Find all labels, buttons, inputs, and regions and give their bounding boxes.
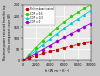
X-axis label: h (W m⁻² K⁻¹): h (W m⁻² K⁻¹) bbox=[45, 69, 69, 73]
Legend: Peltier deactivated, COP = 0.5, COP = 1/3, COP = 0: Peltier deactivated, COP = 0.5, COP = 1/… bbox=[24, 6, 55, 25]
Y-axis label: Maximum power extracted from the top
of the component cover (W): Maximum power extracted from the top of … bbox=[4, 5, 12, 60]
